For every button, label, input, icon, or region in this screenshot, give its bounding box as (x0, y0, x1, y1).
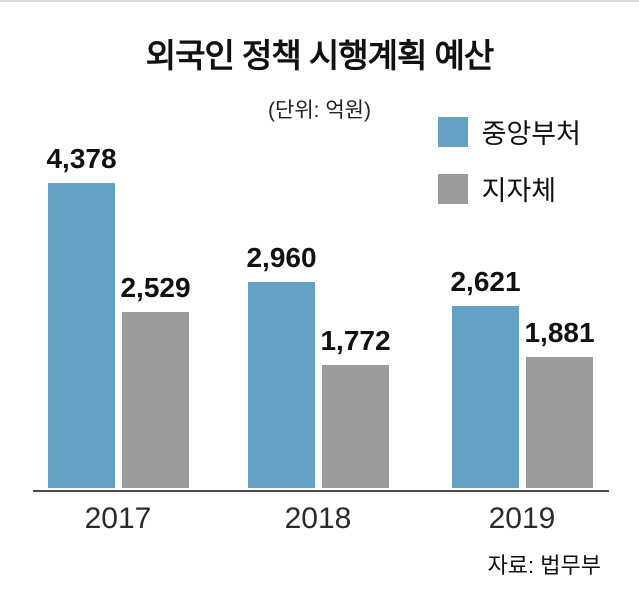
bar-group-2017-central: 4,378 (46, 143, 117, 488)
bar-value-2018-local: 1,772 (320, 325, 391, 356)
bar-group-2018-central: 2,960 (246, 242, 317, 488)
legend-label-local: 지자체 (481, 176, 557, 206)
bar-group-2019-central: 2,621 (450, 266, 521, 488)
bar-2017-central (48, 183, 115, 488)
chart-title: 외국인 정책 시행계획 예산 (145, 37, 494, 74)
bar-2018-central (248, 282, 315, 488)
source-label: 자료: 법무부 (487, 553, 601, 578)
bar-value-2019-local: 1,881 (524, 317, 595, 348)
legend-label-central: 중앙부처 (481, 119, 581, 149)
bar-value-2017-central: 4,378 (46, 143, 117, 174)
x-tick-2018: 2018 (284, 502, 352, 535)
bar-value-2019-central: 2,621 (450, 266, 521, 297)
legend-swatch-central-icon (437, 116, 468, 147)
bar-value-2017-local: 2,529 (120, 272, 191, 303)
legend-item-local: 지자체 (437, 169, 581, 208)
bar-group-2018-local: 1,772 (320, 325, 391, 488)
bar-value-2018-central: 2,960 (246, 242, 317, 273)
bar-2018-local (322, 365, 389, 488)
bar-2019-central (452, 306, 519, 488)
x-tick-2017: 2017 (84, 502, 152, 535)
x-tick-2019: 2019 (488, 502, 556, 535)
legend-item-central: 중앙부처 (437, 112, 581, 151)
bar-2017-local (122, 312, 189, 488)
legend-swatch-local-icon (437, 173, 468, 204)
bar-group-2019-local: 1,881 (524, 317, 595, 488)
chart-unit-label: (단위: 억원) (268, 99, 371, 122)
bar-2019-local (526, 357, 593, 488)
x-axis-line (33, 490, 609, 492)
chart-legend: 중앙부처 지자체 (437, 112, 581, 208)
bar-group-2017-local: 2,529 (120, 272, 191, 488)
